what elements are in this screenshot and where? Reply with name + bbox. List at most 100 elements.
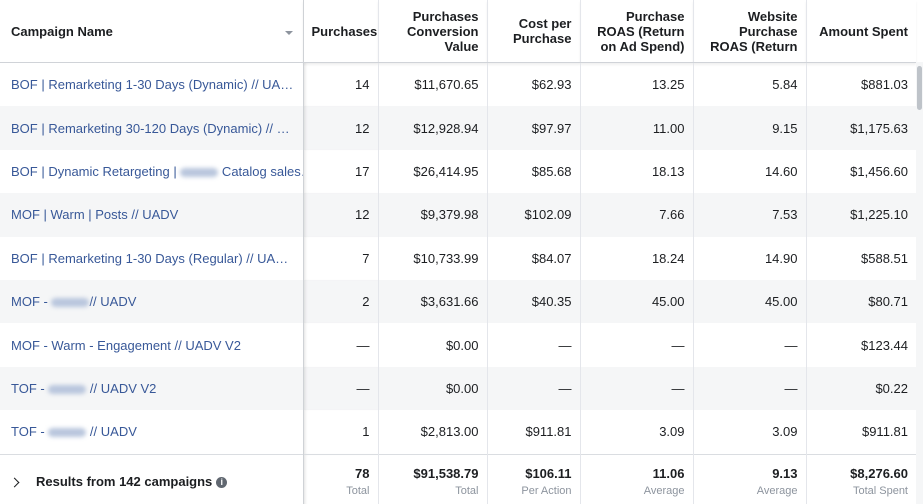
column-header[interactable]: Cost per Purchase <box>486 0 580 63</box>
metric-value: — <box>558 380 572 396</box>
metric-value: 14 <box>355 77 370 93</box>
metric-cell: 12 <box>302 193 378 237</box>
name-text: // UADV <box>89 294 137 310</box>
metric-value: 7.53 <box>772 207 798 223</box>
metric-value: 11.00 <box>652 120 685 136</box>
metric-cell: 45.00 <box>692 279 806 324</box>
metric-cell: 3.09 <box>692 410 806 455</box>
metric-value: $1,175.63 <box>850 120 908 136</box>
scrollbar-thumb[interactable] <box>917 66 922 110</box>
metric-value: $911.81 <box>861 424 908 440</box>
redacted <box>51 298 90 308</box>
column-header[interactable]: Purchase ROAS (Return on Ad Spend) <box>579 0 693 63</box>
metric-cell: $11,670.65 <box>377 62 487 107</box>
metric-cell: — <box>486 323 580 367</box>
metric-cell: — <box>579 366 693 411</box>
metric-cell: 12 <box>302 106 378 150</box>
metric-value: $0.22 <box>875 380 908 396</box>
metric-value: 14.60 <box>764 163 798 179</box>
metric-cell: 17 <box>302 149 378 194</box>
metric-cell: 7.53 <box>692 193 806 237</box>
summary-label: Results from 142 campaigns i <box>0 453 303 504</box>
metric-value: $26,414.95 <box>413 163 479 179</box>
column-header[interactable]: Purchases Conversion Value <box>377 0 487 63</box>
metric-value: $40.35 <box>531 294 572 310</box>
metric-value: — <box>784 380 798 396</box>
metric-value: 9.15 <box>772 120 798 136</box>
metric-value: $3,631.66 <box>420 294 479 310</box>
summary-cell: 9.13 Average <box>692 453 806 504</box>
metric-cell: $3,631.66 <box>377 279 487 324</box>
summary-cell: $91,538.79 Total <box>377 453 487 504</box>
metric-value: 5.84 <box>772 77 798 93</box>
name-text: BOF | Dynamic Retargeting | <box>11 163 181 179</box>
campaign-row: TOF - // UADV 1 $2,813.00 $911.81 3.09 3.09 $9… <box>0 410 916 455</box>
metric-cell: $911.81 <box>486 410 580 455</box>
campaign-name[interactable]: BOF | Remarketing 1-30 Days (Regular) //… <box>0 237 303 280</box>
summary-note: Total <box>346 485 370 498</box>
campaign-name[interactable]: BOF | Remarketing 30-120 Days (Dynamic) … <box>0 106 303 150</box>
column-header[interactable]: Campaign Name <box>0 0 303 63</box>
summary-cell: $8,276.60 Total Spent <box>805 453 916 504</box>
metric-value: 2 <box>362 294 370 310</box>
header-text: Campaign Name <box>11 23 113 39</box>
name-text: BOF | Remarketing 1-30 Days (Dynamic) //… <box>11 77 294 93</box>
campaign-name[interactable]: MOF | Warm | Posts // UADV <box>0 193 303 237</box>
summary-text: Results from 142 campaigns <box>36 474 213 490</box>
header-text: Cost per Purchase <box>512 16 572 46</box>
header-text: Purchases <box>311 23 378 39</box>
expand-icon[interactable] <box>9 477 20 488</box>
summary-cell: 11.06 Average <box>579 453 693 504</box>
campaign-row: BOF | Remarketing 1-30 Days (Regular) //… <box>0 236 916 280</box>
scrollbar-track <box>916 62 923 504</box>
metric-value: 18.13 <box>651 163 685 179</box>
campaign-row: MOF - // UADV 2 $3,631.66 $40.35 45.00 45.00 $… <box>0 279 916 324</box>
column-header[interactable]: Purchases <box>302 0 378 63</box>
metric-value: $12,928.94 <box>413 120 479 136</box>
metric-cell: 7 <box>302 236 378 280</box>
campaign-name[interactable]: MOF - // UADV <box>0 279 303 324</box>
metric-value: 14.90 <box>764 250 798 266</box>
metric-value: $80.71 <box>868 294 908 310</box>
column-header[interactable]: Website Purchase ROAS (Return <box>692 0 806 63</box>
column-header[interactable]: Amount Spent <box>805 0 916 63</box>
redacted <box>48 428 87 438</box>
name-text: // UADV <box>86 424 137 440</box>
metric-cell: 2 <box>302 279 378 324</box>
metric-value: 12 <box>355 207 370 223</box>
metric-cell: $0.00 <box>377 323 487 367</box>
name-text: TOF - <box>11 380 49 396</box>
metric-cell: — <box>579 323 693 367</box>
metric-cell: $26,414.95 <box>377 149 487 194</box>
campaign-row: MOF - Warm - Engagement // UADV V2 — $0.00… <box>0 323 916 367</box>
metric-cell: — <box>302 323 378 367</box>
campaign-name[interactable]: MOF - Warm - Engagement // UADV V2 <box>0 323 303 366</box>
campaign-name[interactable]: TOF - // UADV V2 <box>0 366 303 411</box>
name-text: MOF - <box>11 294 52 310</box>
metric-value: — <box>671 380 685 396</box>
campaign-name[interactable]: BOF | Remarketing 1-30 Days (Dynamic) //… <box>0 63 303 107</box>
header-text: Purchases Conversion Value <box>406 8 479 54</box>
campaign-row: BOF | Dynamic Retargeting | Catalog sale… <box>0 149 916 194</box>
metric-cell: — <box>692 323 806 367</box>
campaign-name[interactable]: BOF | Dynamic Retargeting | Catalog sale… <box>0 150 303 193</box>
metric-value: 1 <box>362 424 370 440</box>
campaign-row: BOF | Remarketing 1-30 Days (Dynamic) //… <box>0 62 916 107</box>
metric-cell: $85.68 <box>486 149 580 194</box>
name-text: MOF | Warm | Posts // UADV <box>11 207 179 223</box>
metric-value: $123.44 <box>861 337 908 353</box>
campaign-name[interactable]: TOF - // UADV <box>0 410 303 454</box>
metric-cell: $84.07 <box>486 236 580 280</box>
sort-icon[interactable] <box>284 31 293 35</box>
metric-value: $881.03 <box>861 77 908 93</box>
metric-cell: $12,928.94 <box>377 106 487 150</box>
metric-value: $62.93 <box>531 77 572 93</box>
summary-note: Total <box>455 485 479 498</box>
summary-cell: $106.11 Per Action <box>486 453 580 504</box>
info-icon[interactable]: i <box>216 477 228 489</box>
metric-cell: $1,456.60 <box>805 149 916 194</box>
metric-cell: — <box>486 366 580 411</box>
metric-cell: 14.90 <box>692 236 806 280</box>
metric-cell: $881.03 <box>805 62 916 107</box>
